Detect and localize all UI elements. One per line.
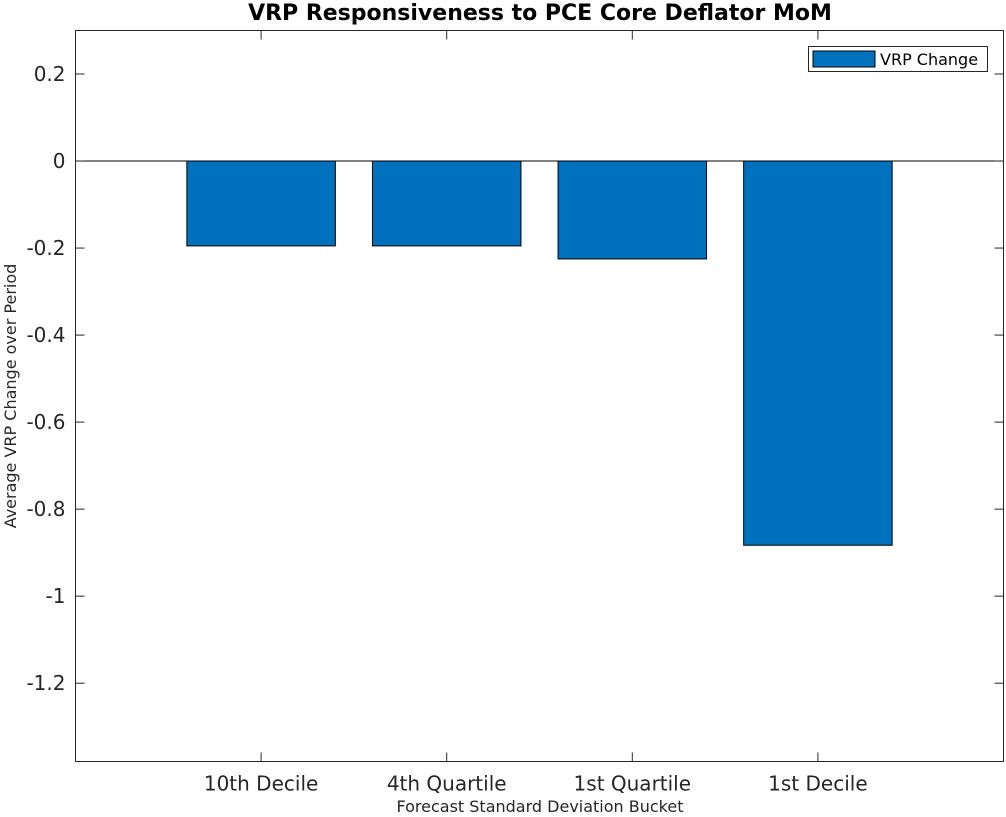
y-axis-ticks: 0.2 0 -0.2 -0.4 -0.6 -0.8 -1 -1.2 (26, 62, 1004, 695)
chart-title: VRP Responsiveness to PCE Core Deflator … (248, 1, 832, 26)
bars (186, 160, 893, 546)
bar-4th-quartile (371, 160, 522, 247)
y-tick-label: -0.6 (26, 410, 65, 434)
y-axis-label: Average VRP Change over Period (1, 264, 20, 529)
bar-10th-decile (186, 160, 336, 247)
x-axis-ticks: 10th Decile 4th Quartile 1st Quartile 1st D… (204, 30, 868, 796)
bar-1st-decile (743, 160, 893, 546)
y-tick-label: 0 (53, 149, 66, 173)
y-tick-label: -0.2 (26, 236, 65, 260)
legend-swatch (812, 50, 876, 68)
legend-label: VRP Change (880, 50, 978, 69)
y-tick-label: -0.4 (26, 323, 65, 347)
y-tick-label: -1 (46, 584, 66, 608)
bar-1st-quartile (557, 160, 708, 260)
x-tick-label: 1st Decile (768, 772, 867, 796)
x-tick-label: 10th Decile (204, 772, 318, 796)
y-tick-label: -1.2 (26, 671, 65, 695)
y-tick-label: -0.8 (26, 497, 65, 521)
x-tick-label: 1st Quartile (574, 772, 692, 796)
x-axis-label: Forecast Standard Deviation Bucket (396, 797, 683, 816)
legend: VRP Change (808, 46, 988, 72)
y-tick-label: 0.2 (34, 62, 66, 86)
x-tick-label: 4th Quartile (387, 772, 507, 796)
